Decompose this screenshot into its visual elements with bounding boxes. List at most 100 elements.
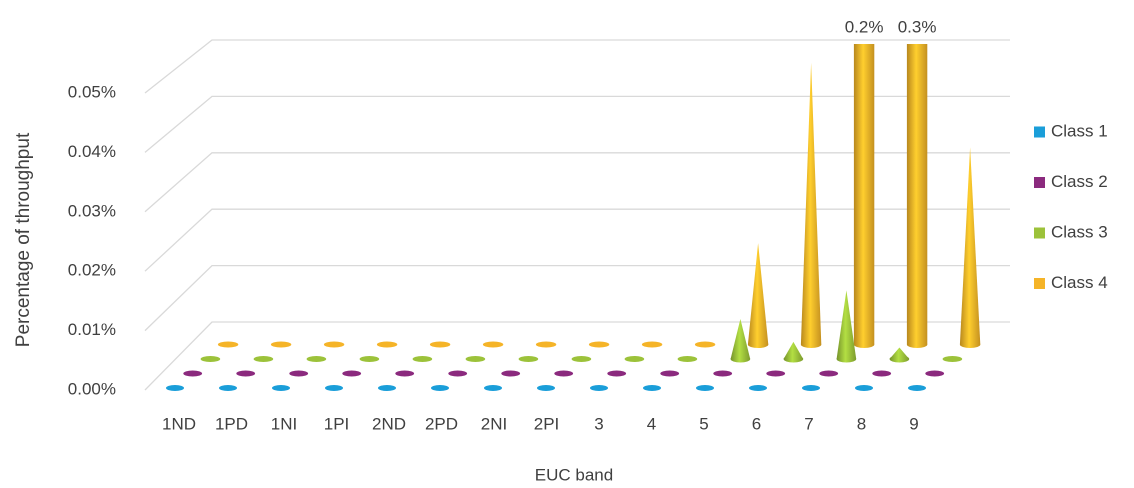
grid-line (144, 95, 1010, 153)
bar-base (465, 356, 486, 362)
legend-label: Class 1 (1051, 121, 1108, 140)
y-tick-label: 0.00% (68, 379, 116, 398)
bar-base (217, 341, 239, 348)
x-tick-label: 1PI (324, 414, 350, 433)
cylinder (906, 44, 928, 348)
cone (889, 347, 910, 363)
cone (959, 147, 981, 348)
bar-base (431, 385, 449, 391)
bar-base (484, 385, 502, 391)
cone-body (747, 243, 769, 345)
y-axis-title: Percentage of throughput (13, 132, 34, 347)
cone (747, 243, 769, 348)
x-tick-label: 9 (909, 414, 918, 433)
x-tick-label: 2PD (425, 414, 458, 433)
cone (783, 341, 804, 363)
cone-body (889, 347, 910, 359)
bar-base (289, 370, 309, 377)
legend-swatch (1034, 227, 1045, 239)
bar-base (429, 341, 451, 348)
x-tick-label: 2PI (534, 414, 560, 433)
cone-body (730, 318, 751, 359)
bar-base (378, 385, 396, 391)
x-tick-label: 4 (647, 414, 656, 433)
x-tick-label: 1NI (271, 414, 297, 433)
bar-base (925, 370, 945, 377)
y-tick-label: 0.02% (68, 261, 116, 280)
bar-base (219, 385, 237, 391)
y-tick-label: 0.04% (68, 142, 116, 161)
grid-line (144, 321, 1010, 391)
grid-line (144, 208, 1010, 272)
x-tick-label: 2ND (372, 414, 406, 433)
bar-base (696, 385, 714, 391)
bar-base (588, 341, 610, 348)
bar-base (537, 385, 555, 391)
cylinder-body (906, 44, 928, 345)
cone (836, 290, 857, 363)
bar-base (802, 385, 820, 391)
bar-base (942, 356, 963, 362)
x-tick-label: 5 (699, 414, 708, 433)
bar-base (253, 356, 274, 362)
bar-base (448, 370, 468, 377)
cylinder-body (853, 44, 875, 345)
bar-base (908, 385, 926, 391)
bar-base (749, 385, 767, 391)
bar-base (200, 356, 221, 362)
bar-base (270, 341, 292, 348)
bar-base (660, 370, 680, 377)
bar-base (641, 341, 663, 348)
grid-line (144, 152, 1010, 213)
bar-base (554, 370, 574, 377)
grid-line (144, 39, 1010, 94)
bar-base (395, 370, 415, 377)
cylinder (853, 44, 875, 348)
cone-body (836, 290, 857, 359)
bar-base (166, 385, 184, 391)
bar-base (412, 356, 433, 362)
bar-base (819, 370, 839, 377)
x-tick-label: 1PD (215, 414, 248, 433)
bar-base (482, 341, 504, 348)
bar-base (694, 341, 716, 348)
legend-label: Class 2 (1051, 172, 1108, 191)
cone-body (959, 147, 981, 345)
bar-base (855, 385, 873, 391)
bar-base (677, 356, 698, 362)
bar-base (872, 370, 892, 377)
bar-base (236, 370, 256, 377)
bar-base (272, 385, 290, 391)
bar-base (359, 356, 380, 362)
bar-base (571, 356, 592, 362)
legend-swatch (1034, 126, 1045, 138)
cylinder-bottom (906, 341, 928, 348)
bar-base (518, 356, 539, 362)
x-tick-label: 7 (804, 414, 813, 433)
legend-swatch (1034, 278, 1045, 289)
cone-body (800, 62, 822, 345)
grid-line (144, 264, 1010, 332)
x-tick-label: 1ND (162, 414, 196, 433)
bar-base (501, 370, 521, 377)
value-label: 0.2% (845, 17, 884, 36)
bar-base (590, 385, 608, 391)
bar-base (643, 385, 661, 391)
x-tick-label: 6 (752, 414, 761, 433)
x-tick-label: 8 (857, 414, 866, 433)
bar-base (325, 385, 343, 391)
legend-swatch (1034, 177, 1045, 188)
y-tick-label: 0.05% (68, 82, 116, 101)
value-label: 0.3% (898, 17, 937, 36)
cone-body (783, 341, 804, 359)
cylinder-bottom (853, 341, 875, 348)
legend-label: Class 4 (1051, 273, 1108, 292)
x-axis-title: EUC band (535, 465, 613, 484)
x-tick-label: 3 (594, 414, 603, 433)
cone (800, 62, 822, 348)
bar-base (535, 341, 557, 348)
bar-base (624, 356, 645, 362)
legend-label: Class 3 (1051, 222, 1108, 241)
x-tick-label: 2NI (481, 414, 507, 433)
